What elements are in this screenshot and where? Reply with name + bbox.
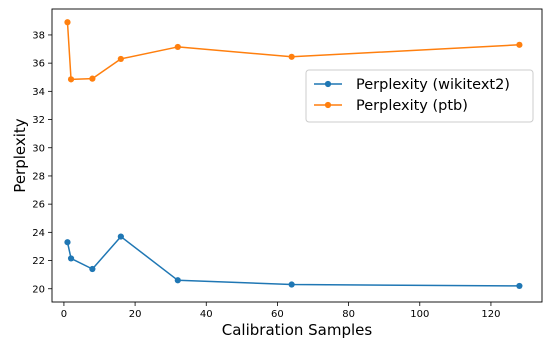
- plot-frame: [51, 8, 543, 303]
- legend-label: Perplexity (ptb): [356, 98, 468, 114]
- x-tick-label: 120: [481, 309, 500, 320]
- data-point: [67, 76, 75, 83]
- data-point: [64, 239, 71, 246]
- legend-label: Perplexity (wikitext2): [356, 77, 510, 93]
- x-tick-label: 80: [342, 309, 355, 320]
- data-point: [174, 277, 181, 284]
- data-point: [89, 265, 96, 273]
- data-point: [117, 233, 124, 240]
- data-point: [174, 43, 181, 51]
- y-tick-label: 38: [32, 31, 45, 42]
- y-tick-label: 20: [32, 284, 45, 295]
- y-axis: 20 22 24 26 28 30 32 34 36 38: [32, 31, 52, 295]
- y-tick-label: 30: [32, 143, 45, 154]
- y-axis-title: Perplexity: [11, 118, 29, 192]
- data-point: [64, 19, 71, 26]
- data-point: [288, 53, 295, 60]
- x-tick-label: 40: [200, 309, 213, 320]
- y-tick-label: 32: [32, 115, 45, 126]
- legend-swatch-marker: [324, 101, 332, 109]
- series-layer: [64, 19, 523, 290]
- legend-swatch-marker: [324, 80, 332, 88]
- x-tick-label: 60: [271, 309, 284, 320]
- x-tick-label: 100: [410, 309, 429, 320]
- data-point: [516, 41, 523, 48]
- y-tick-label: 26: [32, 200, 45, 211]
- data-point: [288, 281, 295, 288]
- x-axis-title: Calibration Samples: [222, 321, 373, 339]
- data-point: [117, 55, 124, 63]
- plot-area: [51, 8, 543, 303]
- y-tick-label: 36: [32, 59, 45, 70]
- data-point: [89, 75, 96, 82]
- x-tick-label: 20: [129, 309, 142, 320]
- y-tick-label: 28: [32, 172, 45, 183]
- legend: Perplexity (wikitext2) Perplexity (ptb): [305, 69, 534, 123]
- data-point: [67, 255, 75, 262]
- y-tick-label: 22: [32, 256, 45, 267]
- x-axis: 0 20 40 60 80 100 120: [61, 302, 500, 320]
- x-tick-label: 0: [61, 309, 67, 320]
- y-tick-label: 24: [32, 228, 45, 239]
- legend-box: [305, 69, 534, 123]
- data-point: [516, 282, 523, 290]
- y-tick-label: 34: [32, 87, 45, 98]
